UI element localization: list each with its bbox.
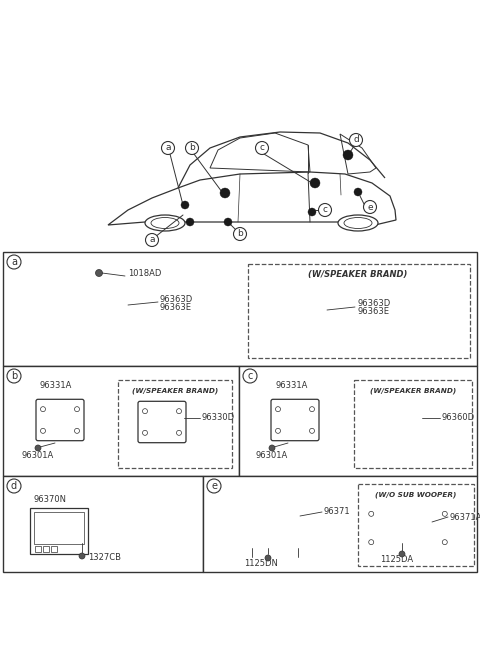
Circle shape: [159, 419, 165, 425]
Circle shape: [185, 141, 199, 155]
Bar: [30, 508, 88, 554]
Circle shape: [7, 479, 21, 493]
Circle shape: [272, 519, 278, 525]
Circle shape: [269, 445, 275, 451]
Bar: [3, 366, 239, 476]
Text: a: a: [149, 236, 155, 244]
Circle shape: [96, 269, 103, 276]
Text: b: b: [189, 143, 195, 153]
FancyBboxPatch shape: [36, 400, 84, 441]
Circle shape: [397, 419, 403, 425]
Circle shape: [292, 417, 298, 423]
Text: 96371A: 96371A: [450, 512, 480, 521]
Circle shape: [308, 208, 316, 216]
Bar: [51, 546, 57, 552]
FancyBboxPatch shape: [138, 402, 186, 443]
Text: 96363E: 96363E: [357, 307, 389, 316]
Text: 96331A: 96331A: [275, 381, 307, 390]
Ellipse shape: [302, 310, 308, 316]
Bar: [118, 380, 232, 468]
Circle shape: [220, 188, 230, 198]
Circle shape: [224, 218, 232, 226]
Circle shape: [7, 369, 21, 383]
Text: 1018AD: 1018AD: [128, 269, 161, 278]
Text: e: e: [367, 202, 373, 212]
Text: 1125DN: 1125DN: [244, 559, 278, 567]
Text: (W/SPEAKER BRAND): (W/SPEAKER BRAND): [370, 388, 456, 394]
Circle shape: [343, 150, 353, 160]
Text: 96363E: 96363E: [160, 303, 192, 312]
Circle shape: [349, 134, 362, 147]
Bar: [354, 380, 472, 468]
Text: b: b: [237, 229, 243, 238]
Bar: [239, 366, 477, 476]
Bar: [248, 264, 470, 358]
Bar: [3, 252, 477, 366]
Text: 96370N: 96370N: [33, 495, 66, 504]
Bar: [358, 484, 474, 566]
Text: (W/O SUB WOOPER): (W/O SUB WOOPER): [375, 492, 456, 498]
Text: c: c: [260, 143, 264, 153]
Text: 96331A: 96331A: [40, 381, 72, 390]
Text: 96371: 96371: [324, 508, 350, 517]
Bar: [3, 476, 203, 572]
Text: 96301A: 96301A: [256, 451, 288, 460]
Circle shape: [181, 201, 189, 209]
Text: d: d: [353, 136, 359, 145]
Circle shape: [265, 555, 271, 561]
Ellipse shape: [338, 215, 378, 231]
Circle shape: [233, 227, 247, 240]
Text: a: a: [11, 257, 17, 267]
Circle shape: [35, 445, 41, 451]
Circle shape: [207, 479, 221, 493]
Text: 96360D: 96360D: [442, 413, 475, 422]
Text: 96363D: 96363D: [357, 299, 390, 309]
Ellipse shape: [145, 215, 185, 231]
Circle shape: [354, 188, 362, 196]
Text: (W/SPEAKER BRAND): (W/SPEAKER BRAND): [132, 388, 218, 394]
Circle shape: [7, 255, 21, 269]
FancyBboxPatch shape: [271, 400, 319, 441]
Text: 1125DA: 1125DA: [380, 555, 413, 565]
Bar: [34, 512, 84, 544]
Text: a: a: [165, 143, 171, 153]
Text: d: d: [11, 481, 17, 491]
Bar: [35, 546, 41, 552]
Text: 96301A: 96301A: [22, 451, 54, 460]
Text: 96330D: 96330D: [202, 413, 235, 422]
Text: b: b: [11, 371, 17, 381]
Circle shape: [243, 369, 257, 383]
Circle shape: [161, 141, 175, 155]
Text: e: e: [211, 481, 217, 491]
Circle shape: [186, 218, 194, 226]
Circle shape: [255, 141, 268, 155]
Circle shape: [57, 417, 63, 423]
Text: (W/SPEAKER BRAND): (W/SPEAKER BRAND): [308, 271, 408, 280]
Circle shape: [363, 200, 376, 214]
Text: c: c: [247, 371, 252, 381]
Text: c: c: [323, 206, 327, 214]
Text: 1327CB: 1327CB: [88, 553, 121, 563]
Circle shape: [319, 204, 332, 217]
Text: 96363D: 96363D: [160, 295, 193, 303]
Circle shape: [145, 233, 158, 246]
Circle shape: [79, 553, 85, 559]
Circle shape: [399, 551, 405, 557]
Circle shape: [310, 178, 320, 188]
Circle shape: [107, 303, 114, 310]
Bar: [43, 546, 49, 552]
Bar: [203, 476, 477, 572]
